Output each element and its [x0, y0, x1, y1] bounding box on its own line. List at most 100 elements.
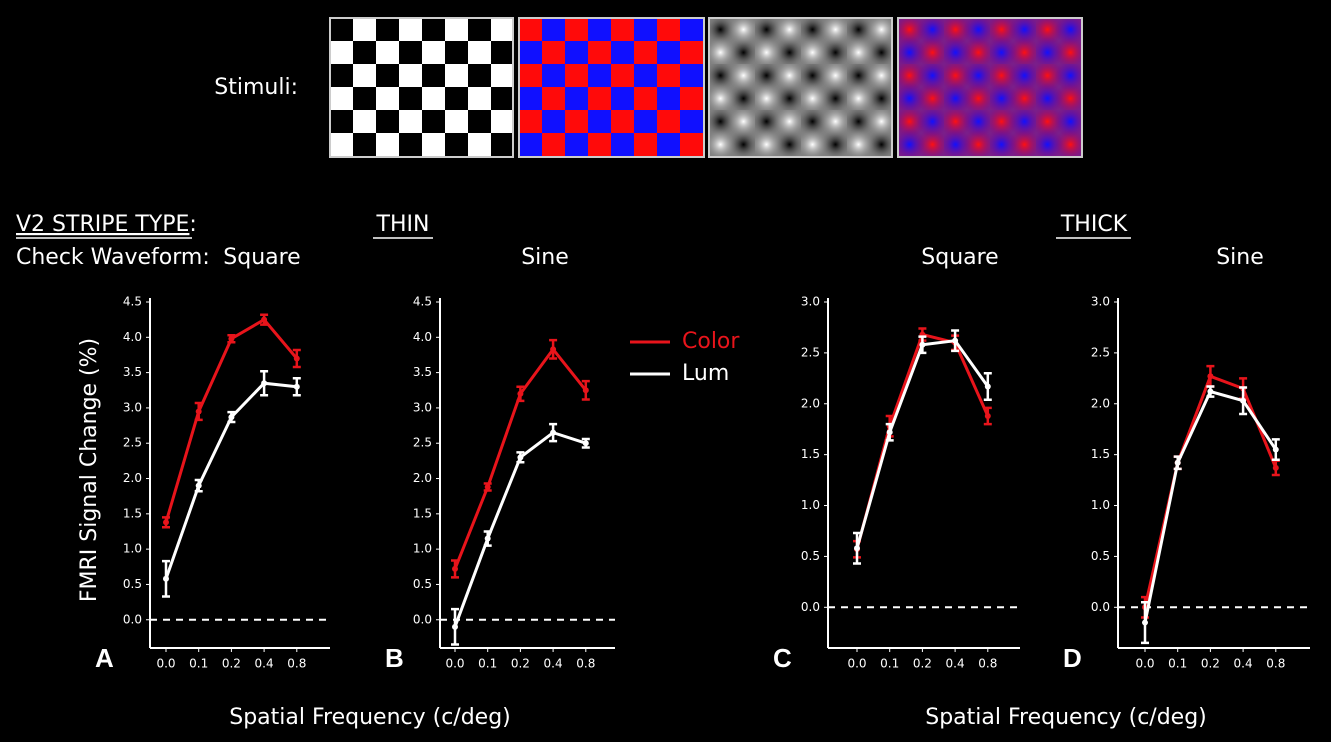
y-tick-label: 0.5: [1091, 549, 1110, 563]
data-point: [452, 565, 458, 572]
stripe-type-colon: :: [189, 212, 196, 237]
y-tick-label: 0.5: [123, 577, 142, 591]
x-tick-label: 0.2: [1201, 657, 1220, 671]
x-tick-label: 0.1: [1168, 657, 1187, 671]
data-point: [984, 412, 991, 419]
stripe-type-label: V2 STRIPE TYPE:: [16, 212, 197, 237]
x-tick-label: 0.2: [511, 657, 530, 671]
data-point: [517, 454, 524, 461]
x-tick-label: 0.2: [913, 657, 932, 671]
y-tick-label: 1.5: [801, 447, 820, 461]
x-tick-label: 0.8: [287, 657, 306, 671]
data-point: [1240, 397, 1247, 404]
stimulus-image: [518, 17, 705, 158]
y-tick-label: 2.0: [413, 471, 432, 485]
legend-label: Lum: [682, 361, 729, 386]
x-tick-label: 0.0: [847, 657, 866, 671]
y-tick-label: 3.5: [413, 365, 432, 379]
group-label: THIN: [376, 212, 430, 237]
series-line: [1143, 374, 1278, 608]
data-point: [293, 383, 300, 390]
panel-subtitle: Sine: [521, 245, 569, 270]
data-point: [1142, 619, 1148, 626]
x-tick-label: 0.4: [1234, 657, 1253, 671]
x-tick-label: 0.8: [978, 657, 997, 671]
y-tick-label: 3.0: [1091, 295, 1110, 309]
data-point: [1207, 373, 1214, 380]
y-tick-label: 3.0: [413, 400, 432, 414]
data-point: [293, 355, 300, 362]
x-axis-label: Spatial Frequency (c/deg): [925, 705, 1207, 730]
y-tick-label: 1.0: [801, 498, 820, 512]
data-point: [919, 341, 926, 348]
y-tick-label: 0.0: [1091, 600, 1110, 614]
data-point: [163, 519, 169, 526]
data-point: [550, 346, 557, 353]
data-point: [452, 623, 458, 630]
x-tick-label: 0.4: [946, 657, 965, 671]
data-point: [484, 535, 491, 542]
data-point: [550, 429, 557, 436]
stimulus-image: [329, 17, 514, 158]
data-point: [886, 429, 893, 436]
y-tick-label: 0.5: [801, 549, 820, 563]
stimulus-image: [897, 17, 1083, 158]
data-point: [163, 575, 169, 582]
data-point: [582, 440, 589, 447]
data-point: [984, 383, 991, 390]
panel-letter: B: [385, 643, 404, 673]
y-tick-label: 2.5: [413, 436, 432, 450]
panel-subtitle: Sine: [1216, 245, 1264, 270]
y-tick-label: 4.0: [413, 330, 432, 344]
waveform-label: Check Waveform:: [16, 245, 210, 270]
data-point: [195, 482, 202, 489]
stimulus-image: [708, 17, 893, 158]
y-tick-label: 4.5: [413, 295, 432, 309]
x-tick-label: 0.0: [1135, 657, 1154, 671]
y-tick-label: 0.0: [801, 600, 820, 614]
x-tick-label: 0.4: [544, 657, 563, 671]
data-point: [582, 387, 589, 394]
x-tick-label: 0.1: [880, 657, 899, 671]
data-point: [517, 390, 524, 397]
y-tick-label: 1.5: [1091, 447, 1110, 461]
y-tick-label: 3.0: [801, 295, 820, 309]
series-line: [855, 332, 990, 550]
y-tick-label: 2.0: [801, 396, 820, 410]
y-tick-label: 2.0: [1091, 396, 1110, 410]
x-tick-label: 0.0: [156, 657, 175, 671]
legend-label: Color: [682, 329, 740, 354]
data-point: [195, 408, 202, 415]
y-tick-label: 2.5: [801, 345, 820, 359]
data-point: [1174, 459, 1181, 466]
data-point: [261, 316, 268, 323]
data-point: [1272, 464, 1279, 471]
data-point: [484, 484, 491, 491]
y-tick-label: 4.0: [123, 330, 142, 344]
data-point: [952, 337, 959, 344]
y-tick-label: 3.5: [123, 365, 142, 379]
series-line: [1143, 389, 1278, 623]
y-tick-label: 0.0: [413, 612, 432, 626]
y-tick-label: 0.5: [413, 577, 432, 591]
stripe-type-text: V2 STRIPE TYPE: [16, 212, 189, 237]
group-label: THICK: [1060, 212, 1128, 237]
x-tick-label: 0.1: [478, 657, 497, 671]
stimuli-label: Stimuli:: [214, 75, 298, 100]
x-tick-label: 0.8: [576, 657, 595, 671]
panel-letter: A: [95, 643, 114, 673]
y-axis-label: FMRI Signal Change (%): [77, 338, 102, 602]
y-tick-label: 2.5: [123, 436, 142, 450]
x-tick-label: 0.8: [1266, 657, 1285, 671]
y-tick-label: 2.0: [123, 471, 142, 485]
data-point: [228, 414, 235, 421]
data-point: [1207, 388, 1214, 395]
panel-letter: C: [773, 643, 792, 673]
x-tick-label: 0.0: [445, 657, 464, 671]
panel-subtitle: Square: [223, 245, 300, 270]
y-tick-label: 1.0: [123, 542, 142, 556]
y-tick-label: 0.0: [123, 612, 142, 626]
data-point: [1272, 446, 1279, 453]
y-tick-label: 1.0: [413, 542, 432, 556]
